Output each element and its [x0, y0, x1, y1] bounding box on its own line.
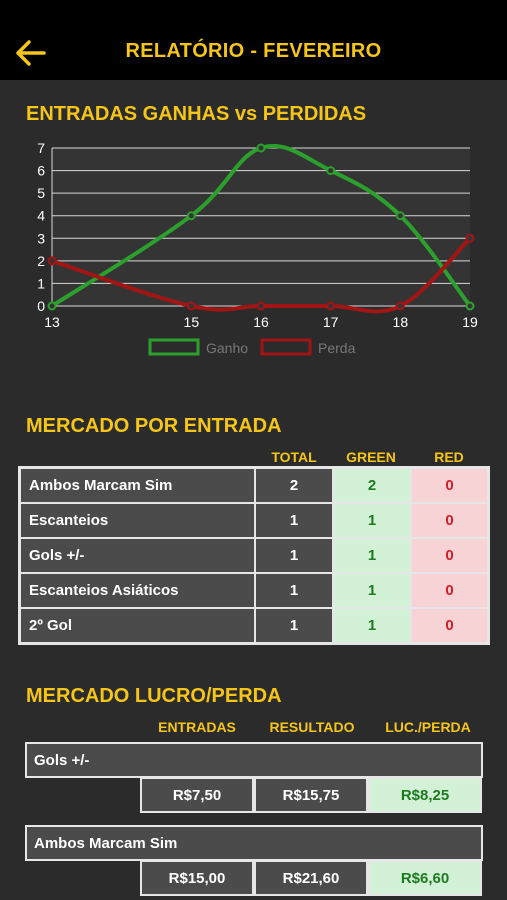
y-tick-label: 2	[37, 253, 45, 269]
col-header-lucro: LUC./PERDA	[385, 719, 471, 735]
lucro-cell: R$6,60	[368, 860, 482, 896]
mercado-entrada-title: MERCADO POR ENTRADA	[26, 415, 282, 437]
table-row[interactable]: Escanteios Asiáticos 1 1 0	[20, 573, 488, 608]
lucro-row-name[interactable]: Ambos Marcam Sim	[25, 825, 483, 861]
data-point	[465, 233, 475, 243]
total-cell: 1	[255, 538, 333, 573]
y-tick-label: 7	[37, 140, 45, 156]
green-cell: 1	[333, 503, 411, 538]
total-cell: 1	[255, 608, 333, 643]
legend-swatch	[148, 338, 200, 356]
back-button[interactable]	[14, 38, 50, 68]
data-point	[47, 301, 57, 311]
series-line-ganho	[50, 144, 472, 308]
plot-area	[52, 148, 470, 306]
mercado-lucro-title: MERCADO LUCRO/PERDA	[26, 685, 282, 707]
line-chart: 0 1 2 3 4 5 6 7 13 15 16 17 18 19 Ganho Perda	[37, 140, 478, 356]
data-point	[326, 166, 336, 176]
entradas-cell: R$15,00	[140, 860, 254, 896]
green-cell: 1	[333, 538, 411, 573]
data-point	[395, 301, 405, 311]
legend-swatch	[260, 338, 312, 356]
data-point	[186, 301, 196, 311]
series-line-perda	[51, 236, 472, 314]
entradas-cell: R$7,50	[140, 777, 254, 813]
table-row[interactable]: Ambos Marcam Sim 2 2 0	[20, 468, 488, 503]
green-cell: 2	[333, 468, 411, 503]
y-tick-label: 5	[37, 185, 45, 201]
mercado-entrada-table: Ambos Marcam Sim 2 2 0 Escanteios 1 1 0 …	[18, 466, 490, 645]
market-name: Escanteios	[20, 503, 255, 538]
red-cell: 0	[411, 503, 488, 538]
red-cell: 0	[411, 468, 488, 503]
x-tick-label: 19	[462, 314, 478, 330]
green-cell: 1	[333, 608, 411, 643]
lucro-row-name[interactable]: Gols +/-	[25, 742, 483, 778]
col-header-red: RED	[434, 449, 464, 465]
market-name: Ambos Marcam Sim	[20, 468, 255, 503]
market-name: 2º Gol	[20, 608, 255, 643]
top-bar: RELATÓRIO - FEVEREIRO	[0, 0, 507, 80]
market-name: Escanteios Asiáticos	[20, 573, 255, 608]
y-tick-label: 4	[37, 208, 45, 224]
data-point	[186, 211, 196, 221]
data-point	[256, 143, 266, 153]
resultado-cell: R$21,60	[254, 860, 368, 896]
page-title: RELATÓRIO - FEVEREIRO	[125, 40, 382, 62]
x-tick-label: 15	[184, 314, 200, 330]
col-header-entradas: ENTRADAS	[158, 719, 236, 735]
y-tick-label: 1	[37, 275, 45, 291]
chart-section-title: ENTRADAS GANHAS vs PERDIDAS	[26, 103, 367, 125]
green-cell: 1	[333, 573, 411, 608]
x-tick-label: 13	[44, 314, 60, 330]
data-point	[465, 301, 475, 311]
x-tick-label: 17	[323, 314, 339, 330]
table-row[interactable]: 2º Gol 1 1 0	[20, 608, 488, 643]
legend-label: Perda	[318, 340, 356, 356]
arrow-left-icon	[16, 40, 46, 66]
lucro-cell: R$8,25	[368, 777, 482, 813]
red-cell: 0	[411, 538, 488, 573]
resultado-cell: R$15,75	[254, 777, 368, 813]
total-cell: 1	[255, 573, 333, 608]
table-row[interactable]: Escanteios 1 1 0	[20, 503, 488, 538]
x-tick-label: 18	[393, 314, 409, 330]
red-cell: 0	[411, 608, 488, 643]
legend-label: Ganho	[206, 340, 248, 356]
red-cell: 0	[411, 573, 488, 608]
data-point	[395, 211, 405, 221]
col-header-total: TOTAL	[271, 449, 317, 465]
y-tick-label: 0	[37, 298, 45, 314]
data-point	[326, 301, 336, 311]
x-tick-label: 16	[253, 314, 269, 330]
col-header-green: GREEN	[346, 449, 396, 465]
data-point	[256, 301, 266, 311]
total-cell: 1	[255, 503, 333, 538]
y-tick-label: 3	[37, 230, 45, 246]
total-cell: 2	[255, 468, 333, 503]
market-name: Gols +/-	[20, 538, 255, 573]
table-row[interactable]: Gols +/- 1 1 0	[20, 538, 488, 573]
col-header-resultado: RESULTADO	[269, 719, 355, 735]
data-point	[47, 256, 57, 266]
y-tick-label: 6	[37, 163, 45, 179]
